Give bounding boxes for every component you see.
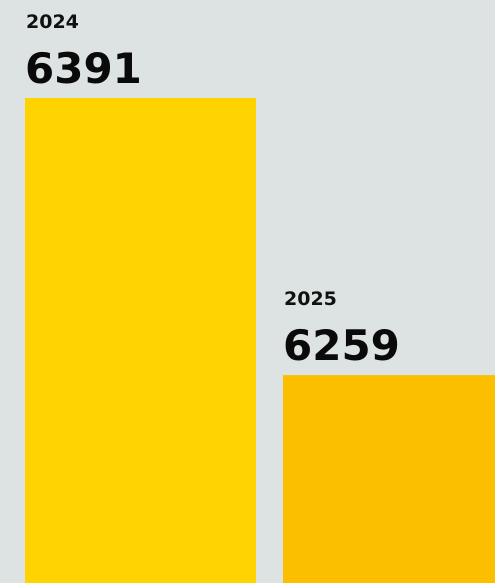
bar-2025 — [283, 375, 495, 583]
labels-layer: 2024 6391 2025 6259 — [25, 11, 400, 370]
bar-2024 — [25, 98, 256, 583]
value-label-2024: 6391 — [25, 44, 142, 93]
category-label-2024: 2024 — [26, 11, 79, 33]
value-label-2025: 6259 — [283, 321, 400, 370]
bars-layer — [25, 98, 495, 583]
category-label-2025: 2025 — [284, 288, 337, 310]
